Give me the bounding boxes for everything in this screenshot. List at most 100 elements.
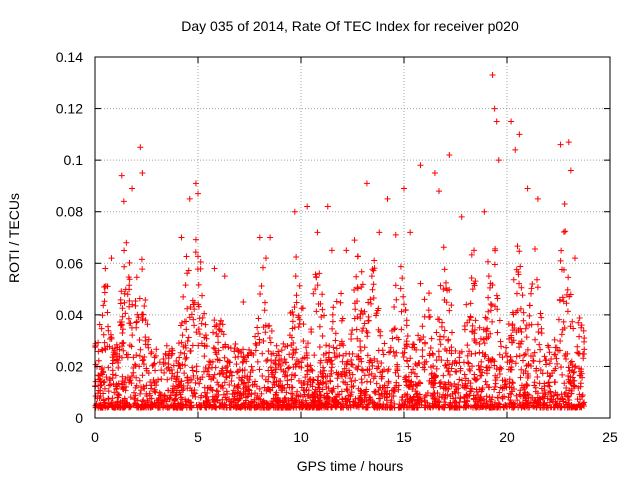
data-point xyxy=(228,378,235,385)
data-point xyxy=(282,394,289,401)
data-point xyxy=(210,344,217,351)
data-point xyxy=(390,348,397,355)
data-point xyxy=(203,404,210,411)
data-point xyxy=(487,398,494,405)
data-point xyxy=(374,358,381,365)
data-point xyxy=(517,387,524,394)
data-point xyxy=(389,335,396,342)
data-point xyxy=(534,195,541,202)
data-point xyxy=(558,331,565,338)
data-point xyxy=(517,305,524,312)
data-point xyxy=(256,385,263,392)
data-point xyxy=(166,396,173,403)
data-point xyxy=(330,344,337,351)
data-point xyxy=(240,401,247,408)
data-point xyxy=(489,72,496,79)
data-point xyxy=(120,347,127,354)
data-point xyxy=(437,378,444,385)
data-point xyxy=(558,247,565,254)
data-point xyxy=(400,293,407,300)
data-point xyxy=(285,365,292,372)
data-point xyxy=(574,343,581,350)
data-point xyxy=(349,371,356,378)
data-point xyxy=(524,346,531,353)
data-point xyxy=(472,278,479,285)
data-point xyxy=(169,370,176,377)
data-point xyxy=(382,388,389,395)
data-point xyxy=(280,368,287,375)
data-point xyxy=(141,353,148,360)
data-point xyxy=(497,338,504,345)
data-point xyxy=(553,344,560,351)
data-point xyxy=(267,234,274,241)
data-point xyxy=(142,334,149,341)
data-point xyxy=(512,146,519,153)
data-point xyxy=(437,282,444,289)
data-point xyxy=(323,342,330,349)
data-point xyxy=(339,315,346,322)
data-point xyxy=(98,325,105,332)
data-point xyxy=(268,371,275,378)
data-point xyxy=(139,357,146,364)
data-point xyxy=(385,378,392,385)
data-point xyxy=(348,378,355,385)
data-point xyxy=(191,322,198,329)
data-point xyxy=(433,357,440,364)
data-point xyxy=(127,403,134,410)
data-point xyxy=(463,397,470,404)
data-point xyxy=(357,347,364,354)
data-point xyxy=(377,328,384,335)
data-point xyxy=(401,185,407,192)
data-point xyxy=(531,379,538,386)
data-point xyxy=(271,374,278,381)
data-point xyxy=(95,390,102,397)
data-point xyxy=(260,324,267,331)
data-point xyxy=(557,396,564,403)
data-point xyxy=(166,348,173,355)
y-tick-label: 0.12 xyxy=(56,101,83,117)
data-point xyxy=(140,356,147,363)
data-point xyxy=(109,395,116,402)
data-point xyxy=(278,347,285,354)
data-point xyxy=(370,375,377,382)
data-point xyxy=(528,321,535,328)
data-point xyxy=(499,354,506,361)
data-point xyxy=(557,297,564,304)
data-point xyxy=(391,353,398,360)
x-axis-title: GPS time / hours xyxy=(297,458,404,474)
data-point xyxy=(537,366,544,373)
data-point xyxy=(96,395,103,402)
data-point xyxy=(448,350,455,357)
data-point xyxy=(469,404,476,411)
data-point xyxy=(541,404,548,411)
data-point xyxy=(240,381,247,388)
data-point xyxy=(472,395,479,402)
data-point xyxy=(470,392,477,399)
data-point xyxy=(179,332,186,339)
data-point xyxy=(343,369,350,376)
data-point xyxy=(173,391,180,398)
data-point xyxy=(361,372,368,379)
data-point xyxy=(183,354,190,361)
data-point xyxy=(565,274,572,281)
data-point xyxy=(521,401,528,408)
data-point xyxy=(175,362,182,369)
data-point xyxy=(298,359,305,366)
data-point xyxy=(557,404,564,411)
data-point xyxy=(487,300,494,307)
data-point xyxy=(113,356,120,363)
data-point xyxy=(569,361,576,368)
data-point xyxy=(567,323,574,330)
data-point xyxy=(390,387,397,394)
data-point xyxy=(509,379,516,386)
data-point xyxy=(180,293,187,300)
data-point xyxy=(561,200,568,207)
data-point xyxy=(568,387,575,394)
data-point xyxy=(290,346,297,353)
data-point xyxy=(190,372,197,379)
data-point xyxy=(401,401,408,408)
data-point xyxy=(383,401,390,408)
data-point xyxy=(105,323,112,330)
data-point xyxy=(136,336,143,343)
data-point xyxy=(387,344,394,351)
